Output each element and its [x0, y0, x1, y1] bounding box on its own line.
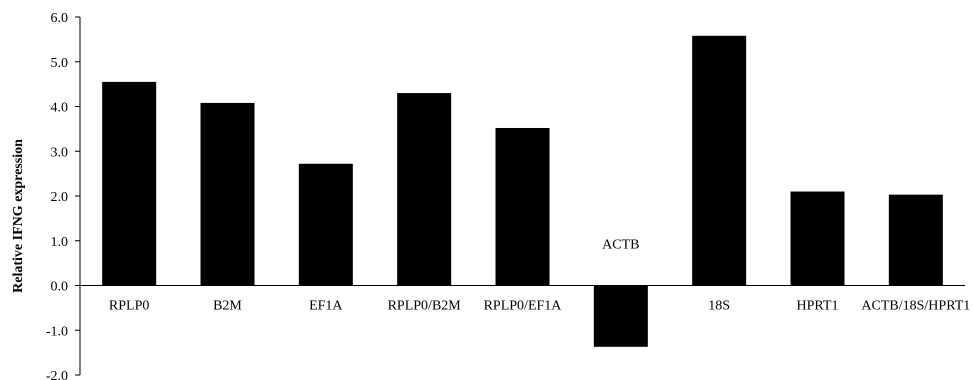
bar: [397, 93, 452, 286]
bars: [102, 35, 943, 347]
y-tick-label: 5.0: [51, 56, 69, 71]
bar: [495, 127, 550, 286]
category-label: EF1A: [309, 299, 343, 314]
category-label: HPRT1: [797, 299, 839, 314]
category-labels: RPLP0 B2M EF1A RPLP0/B2M RPLP0/EF1A ACTB 18S HP…: [109, 238, 970, 314]
category-label: RPLP0/EF1A: [484, 299, 563, 314]
y-tick-label: 6.0: [51, 11, 69, 26]
y-tick-label: 2.0: [51, 190, 69, 205]
bar: [200, 102, 255, 286]
bar: [102, 81, 157, 286]
bar: [888, 194, 943, 286]
y-axis-title: Relative IFNG expression: [11, 139, 26, 293]
category-label: ACTB: [602, 238, 639, 253]
category-label: ACTB/18S/HPRT1: [861, 299, 970, 314]
y-tick-label: 4.0: [51, 101, 69, 116]
bar: [692, 35, 747, 286]
y-tick-label: 3.0: [51, 145, 69, 160]
y-axis-ticks: -2.0 -1.0 0.0 1.0 2.0 3.0 4.0 5.0 6.0: [46, 11, 80, 380]
y-tick-label: 0.0: [51, 280, 69, 295]
category-label: RPLP0/B2M: [388, 299, 462, 314]
bar: [593, 285, 648, 347]
y-tick-label: -1.0: [46, 324, 68, 339]
bar: [790, 191, 845, 286]
category-label: 18S: [708, 299, 730, 314]
category-label: RPLP0: [109, 299, 149, 314]
category-label: B2M: [213, 299, 242, 314]
y-tick-label: 1.0: [51, 235, 69, 250]
bar: [298, 163, 353, 286]
y-tick-label: -2.0: [46, 369, 68, 380]
